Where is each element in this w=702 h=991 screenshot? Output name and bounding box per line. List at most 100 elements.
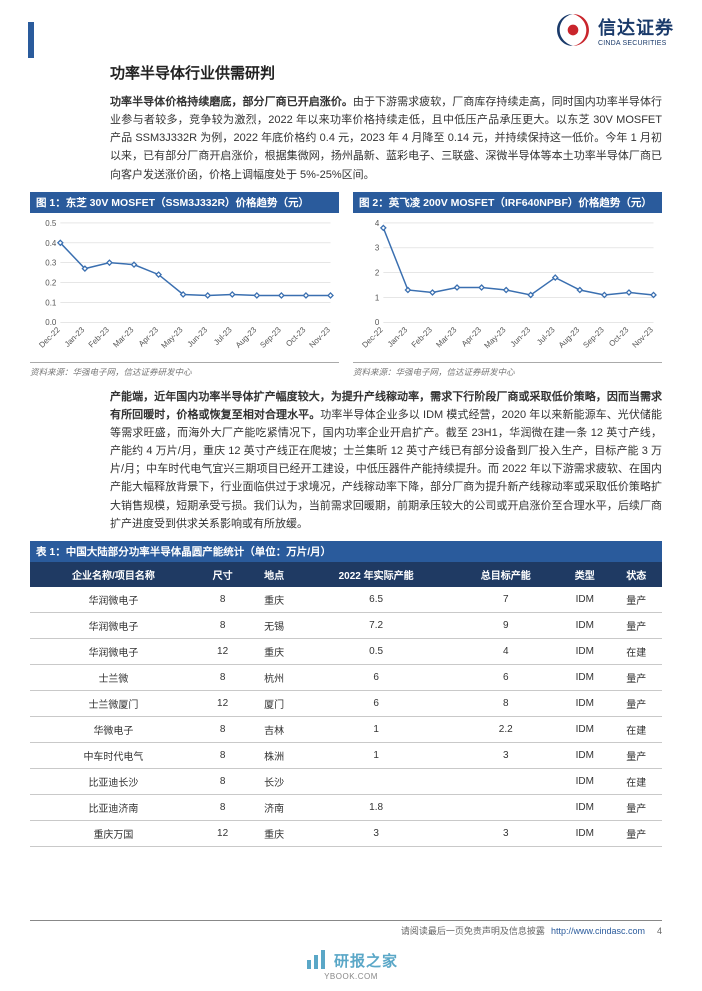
table-row: 华微电子8吉林12.2IDM在建 (30, 716, 662, 742)
footer-url[interactable]: http://www.cindasc.com (551, 926, 645, 936)
table-cell: 12 (197, 820, 248, 846)
table-cell: 华润微电子 (30, 638, 197, 664)
table-cell: 株洲 (248, 742, 299, 768)
svg-text:2: 2 (375, 268, 380, 277)
table-row: 华润微电子8重庆6.57IDM量产 (30, 587, 662, 613)
table-cell: 6.5 (300, 587, 453, 613)
table-cell (300, 768, 453, 794)
table-cell: 在建 (611, 768, 662, 794)
svg-text:Apr-23: Apr-23 (137, 325, 161, 349)
figure-row: 图 1：东芝 30V MOSFET（SSM3J332R）价格趋势（元） 0.00… (30, 192, 662, 384)
svg-text:Apr-23: Apr-23 (460, 325, 484, 349)
table-cell: IDM (559, 690, 610, 716)
table-cell: 士兰微 (30, 664, 197, 690)
table-cell: 比亚迪长沙 (30, 768, 197, 794)
svg-text:Mar-23: Mar-23 (111, 325, 136, 350)
watermark: 研报之家 YBOOK.COM (0, 948, 702, 981)
figure-2: 图 2：英飞凌 200V MOSFET（IRF640NPBF）价格趋势（元） 0… (353, 192, 662, 384)
table-cell: 8 (452, 690, 559, 716)
svg-text:3: 3 (375, 243, 380, 252)
logo-swirl-icon (554, 11, 592, 49)
svg-text:1: 1 (375, 293, 380, 302)
svg-text:Jul-23: Jul-23 (535, 325, 557, 347)
table-cell: 杭州 (248, 664, 299, 690)
watermark-cn: 研报之家 (334, 950, 398, 971)
table-cell: 6 (300, 664, 453, 690)
table-cell: 量产 (611, 690, 662, 716)
svg-text:Jan-23: Jan-23 (63, 325, 87, 349)
watermark-icon (304, 948, 328, 972)
table-cell (452, 794, 559, 820)
table-cell: 长沙 (248, 768, 299, 794)
table-cell: 量产 (611, 587, 662, 613)
table-cell: 8 (197, 716, 248, 742)
table-cell: 中车时代电气 (30, 742, 197, 768)
table-cell: 9 (452, 612, 559, 638)
table-cell: 8 (197, 768, 248, 794)
svg-text:Aug-23: Aug-23 (234, 325, 259, 350)
table-row: 比亚迪济南8济南1.8IDM量产 (30, 794, 662, 820)
table-cell: 在建 (611, 638, 662, 664)
table-cell: 华润微电子 (30, 587, 197, 613)
svg-text:Mar-23: Mar-23 (434, 325, 459, 350)
table-cell: IDM (559, 638, 610, 664)
fig2-svg: 01234Dec-22Jan-23Feb-23Mar-23Apr-23May-2… (353, 213, 662, 362)
table-row: 华润微电子12重庆0.54IDM在建 (30, 638, 662, 664)
svg-text:Dec-22: Dec-22 (37, 325, 62, 350)
table-cell: 12 (197, 638, 248, 664)
table-header: 状态 (611, 562, 662, 587)
table-cell: IDM (559, 664, 610, 690)
svg-text:Nov-23: Nov-23 (630, 325, 655, 350)
table-cell: 济南 (248, 794, 299, 820)
table-cell: IDM (559, 794, 610, 820)
table-cell: IDM (559, 587, 610, 613)
table-cell: 1 (300, 716, 453, 742)
table-cell: 华微电子 (30, 716, 197, 742)
svg-text:0.4: 0.4 (45, 238, 57, 247)
svg-text:May-23: May-23 (482, 325, 507, 350)
table-cell: 量产 (611, 612, 662, 638)
para1-rest: 由于下游需求疲软，厂商库存持续走高，同时国内功率半导体行业参与者较多，竞争较为激… (110, 96, 662, 181)
svg-text:4: 4 (375, 219, 380, 228)
svg-text:Aug-23: Aug-23 (557, 325, 582, 350)
svg-text:Jun-23: Jun-23 (186, 325, 210, 349)
table-cell: IDM (559, 716, 610, 742)
table-cell: 在建 (611, 716, 662, 742)
footer-disclaimer: 请阅读最后一页免责声明及信息披露 (401, 924, 545, 937)
fig2-source: 资料来源：华强电子网，信达证券研发中心 (353, 363, 662, 384)
table-cell: 8 (197, 794, 248, 820)
svg-text:Jun-23: Jun-23 (509, 325, 533, 349)
table-row: 重庆万国12重庆33IDM量产 (30, 820, 662, 846)
table-cell: 0.5 (300, 638, 453, 664)
accent-bar (28, 22, 34, 58)
table-cell: 1 (300, 742, 453, 768)
table-header: 地点 (248, 562, 299, 587)
svg-text:Oct-23: Oct-23 (607, 325, 631, 349)
paragraph-1: 功率半导体价格持续磨底，部分厂商已开启涨价。由于下游需求疲软，厂商库存持续走高，… (110, 93, 662, 184)
table-cell: 重庆 (248, 820, 299, 846)
table-cell: IDM (559, 612, 610, 638)
brand-logo: 信达证券 CINDA SECURITIES (534, 10, 674, 50)
svg-text:Dec-22: Dec-22 (360, 325, 385, 350)
table-cell: IDM (559, 768, 610, 794)
table-cell (452, 768, 559, 794)
capacity-table: 企业名称/项目名称尺寸地点2022 年实际产能总目标产能类型状态 华润微电子8重… (30, 562, 662, 847)
table-cell: 3 (452, 820, 559, 846)
table-row: 中车时代电气8株洲13IDM量产 (30, 742, 662, 768)
para1-bold: 功率半导体价格持续磨底，部分厂商已开启涨价。 (110, 96, 353, 108)
table-row: 士兰微8杭州66IDM量产 (30, 664, 662, 690)
table-header: 总目标产能 (452, 562, 559, 587)
table-cell: 8 (197, 742, 248, 768)
svg-text:Feb-23: Feb-23 (87, 325, 112, 350)
table-cell: 量产 (611, 820, 662, 846)
table-cell: 4 (452, 638, 559, 664)
para2-rest: 功率半导体企业多以 IDM 模式经营，2020 年以来新能源车、光伏储能等需求旺… (110, 409, 662, 530)
table-cell: 量产 (611, 664, 662, 690)
table-cell: 8 (197, 587, 248, 613)
table-cell: 7.2 (300, 612, 453, 638)
table-header: 类型 (559, 562, 610, 587)
svg-text:Jul-23: Jul-23 (212, 325, 234, 347)
svg-text:Sep-23: Sep-23 (581, 325, 606, 350)
table-cell: 6 (300, 690, 453, 716)
paragraph-2: 产能端，近年国内功率半导体扩产幅度较大，为提升产线稼动率，需求下行阶段厂商或采取… (110, 388, 662, 533)
